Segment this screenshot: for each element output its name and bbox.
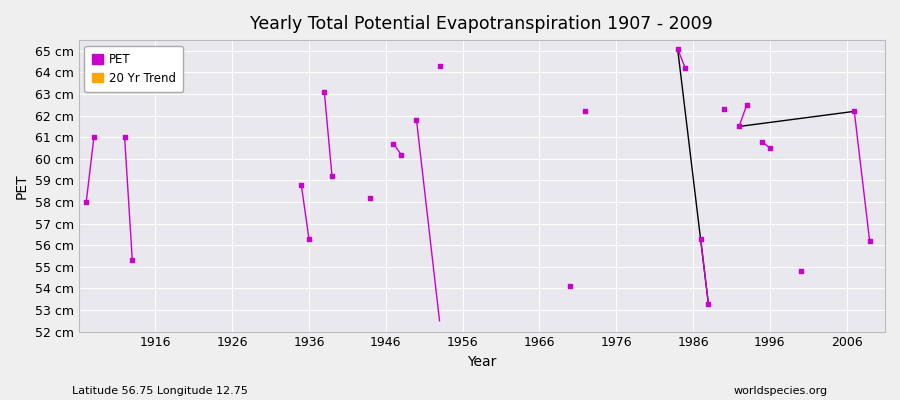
- Point: [86, 134, 101, 140]
- Y-axis label: PET: PET: [15, 173, 29, 199]
- Point: [701, 300, 716, 307]
- Text: worldspecies.org: worldspecies.org: [734, 386, 828, 396]
- Point: [364, 194, 378, 201]
- Point: [862, 238, 877, 244]
- Point: [716, 106, 731, 112]
- Point: [394, 151, 409, 158]
- Text: Latitude 56.75 Longitude 12.75: Latitude 56.75 Longitude 12.75: [72, 386, 248, 396]
- Point: [79, 199, 94, 205]
- Point: [117, 134, 131, 140]
- Point: [732, 123, 746, 130]
- Legend: PET, 20 Yr Trend: PET, 20 Yr Trend: [85, 46, 184, 92]
- Point: [294, 182, 309, 188]
- Point: [579, 108, 593, 114]
- Point: [325, 173, 339, 179]
- Point: [386, 140, 400, 147]
- Point: [847, 108, 861, 114]
- Point: [302, 236, 316, 242]
- Point: [432, 63, 446, 69]
- Point: [678, 65, 692, 71]
- X-axis label: Year: Year: [467, 355, 497, 369]
- Point: [793, 268, 807, 274]
- Point: [740, 102, 754, 108]
- Point: [670, 46, 685, 52]
- Point: [762, 145, 777, 151]
- Point: [694, 236, 708, 242]
- Point: [317, 89, 331, 95]
- Point: [755, 138, 770, 145]
- Point: [562, 283, 577, 290]
- Point: [125, 257, 140, 264]
- Point: [410, 117, 424, 123]
- Title: Yearly Total Potential Evapotranspiration 1907 - 2009: Yearly Total Potential Evapotranspiratio…: [250, 15, 713, 33]
